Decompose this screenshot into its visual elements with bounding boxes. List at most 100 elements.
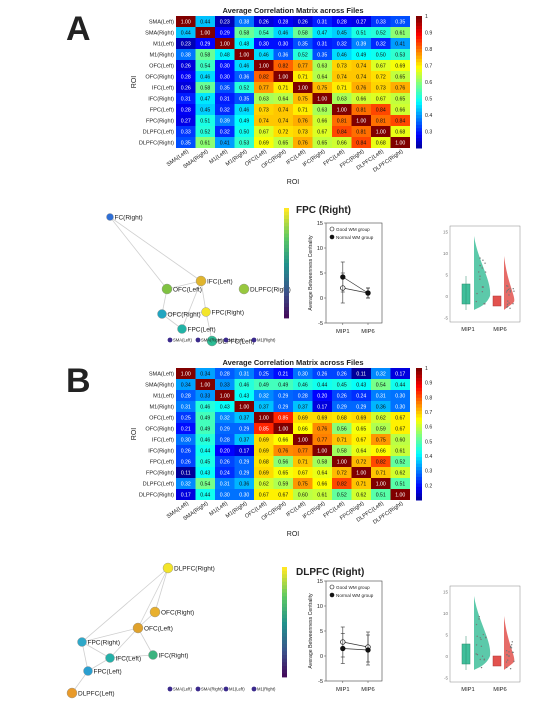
heatmap-cell xyxy=(390,390,410,401)
heatmap-cell xyxy=(371,71,391,82)
heatmap-cell-label: 0.67 xyxy=(259,493,269,499)
heatmap-cell xyxy=(234,82,254,93)
heatmap-cell xyxy=(215,489,235,500)
heatmap-cell-label: 0.72 xyxy=(278,130,288,136)
network-colorbar-segment xyxy=(282,574,287,579)
heatmap-cell-label: 0.67 xyxy=(298,471,308,477)
network-colorbar-segment xyxy=(284,266,289,271)
heatmap-cell-label: 0.63 xyxy=(317,108,327,114)
heatmap-cell xyxy=(293,368,313,379)
heatmap-cell xyxy=(176,115,196,126)
colorbar-segment xyxy=(416,440,422,445)
network-colorbar-segment xyxy=(282,596,287,601)
heatmap-cell xyxy=(312,401,332,412)
heatmap-cell xyxy=(351,434,371,445)
heatmap-cell-label: 0.45 xyxy=(200,108,210,114)
raincloud-box xyxy=(492,295,502,307)
heatmap-cell xyxy=(293,126,313,137)
network-colorbar-segment xyxy=(282,636,287,641)
heatmap-cell-label: 0.46 xyxy=(239,108,249,114)
heatmap-cell xyxy=(234,49,254,60)
raincloud-point xyxy=(485,636,487,638)
heatmap-cell xyxy=(234,467,254,478)
heatmap-cell xyxy=(273,60,293,71)
heatmap-row-label: OFC(Left) xyxy=(149,64,174,70)
raincloud-point xyxy=(513,660,515,662)
heatmap-cell xyxy=(332,115,352,126)
heatmap-cell xyxy=(176,434,196,445)
heatmap-cell-label: 0.76 xyxy=(298,141,308,147)
heatmap-cell xyxy=(332,456,352,467)
raincloud-point xyxy=(481,291,484,293)
network-node-label: FPC(Left) xyxy=(94,669,122,676)
network-node-label: DLPFC(Left) xyxy=(218,339,254,346)
heatmap-cell xyxy=(371,368,391,379)
raincloud-xtick-label: MIP1 xyxy=(461,687,475,693)
heatmap-cell xyxy=(234,489,254,500)
colorbar-segment xyxy=(416,32,422,37)
heatmap-cell xyxy=(273,137,293,148)
heatmap-cell xyxy=(176,467,196,478)
raincloud-frame xyxy=(449,585,521,683)
heatmap-cell xyxy=(234,390,254,401)
heatmap-row-label: M1(Right) xyxy=(149,53,174,59)
colorbar-segment xyxy=(416,460,422,465)
heatmap-cell-label: 1.00 xyxy=(395,141,405,147)
heatmap-cell xyxy=(371,16,391,27)
colorbar-segment xyxy=(416,108,422,113)
network-legend-dot xyxy=(167,337,173,343)
heatmap-cell-label: 0.30 xyxy=(259,42,269,48)
heatmap-cell xyxy=(293,478,313,489)
heatmap-cell-label: 0.58 xyxy=(200,53,210,59)
colorbar-segment xyxy=(416,453,422,458)
heatmap-cell-label: 0.35 xyxy=(181,141,191,147)
heatmap-row-label: IFC(Left) xyxy=(152,86,174,92)
heatmap-cell-label: 0.43 xyxy=(239,394,249,400)
heatmap-cell xyxy=(371,412,391,423)
heatmap-cell xyxy=(273,412,293,423)
heatmap-cell-label: 0.29 xyxy=(356,405,366,411)
heatmap-cell xyxy=(332,82,352,93)
network-colorbar-segment xyxy=(284,233,289,238)
heatmap-cell-label: 0.75 xyxy=(298,482,308,488)
heatmap-cell xyxy=(371,60,391,71)
heatmap-cell xyxy=(293,49,313,60)
network-colorbar-b xyxy=(282,567,287,678)
heatmap-row-label: IFC(Left) xyxy=(152,438,174,444)
heatmap-cell xyxy=(195,38,215,49)
heatmap-cell-label: 0.64 xyxy=(278,97,288,103)
heatmap-cell-label: 0.39 xyxy=(220,119,230,125)
heatmap-cell xyxy=(234,445,254,456)
heatmap-row-label: M1(Right) xyxy=(149,405,174,411)
heatmap-cell xyxy=(351,390,371,401)
heatmap-cell-label: 1.00 xyxy=(278,75,288,81)
heatmap-cell-label: 0.32 xyxy=(220,108,230,114)
heatmap-cell-label: 0.32 xyxy=(259,394,269,400)
heatmap-cell xyxy=(254,489,274,500)
heatmap-cell xyxy=(293,412,313,423)
heatmap-cell-label: 0.33 xyxy=(220,383,230,389)
heatmap-cell-label: 0.38 xyxy=(239,20,249,26)
heatmap-cell-label: 0.61 xyxy=(395,31,405,37)
heatmap-cell-label: 0.58 xyxy=(337,449,347,455)
heatmap-row-label: DLPFC(Right) xyxy=(139,141,174,147)
heatmap-cell-label: 0.58 xyxy=(200,86,210,92)
heatmap-cell xyxy=(195,390,215,401)
colorbar-segment xyxy=(416,480,422,484)
network-colorbar-segment xyxy=(282,655,287,660)
heatmap-cell xyxy=(195,115,215,126)
heatmap-cell xyxy=(312,126,332,137)
heatmap-cell xyxy=(254,93,274,104)
heatmap-cell xyxy=(371,27,391,38)
network-node xyxy=(206,335,218,347)
heatmap-cell-label: 0.77 xyxy=(298,449,308,455)
heatmap-cell xyxy=(195,478,215,489)
heatmap-cell xyxy=(254,16,274,27)
heatmap-cell-label: 0.76 xyxy=(317,427,327,433)
network-node xyxy=(157,309,167,319)
heatmap-cell-label: 0.69 xyxy=(356,416,366,422)
heatmap-title: Average Correlation Matrix across Files xyxy=(222,358,363,367)
heatmap-cell xyxy=(312,434,332,445)
raincloud-point xyxy=(507,288,510,291)
heatmap-cell-label: 0.28 xyxy=(298,394,308,400)
